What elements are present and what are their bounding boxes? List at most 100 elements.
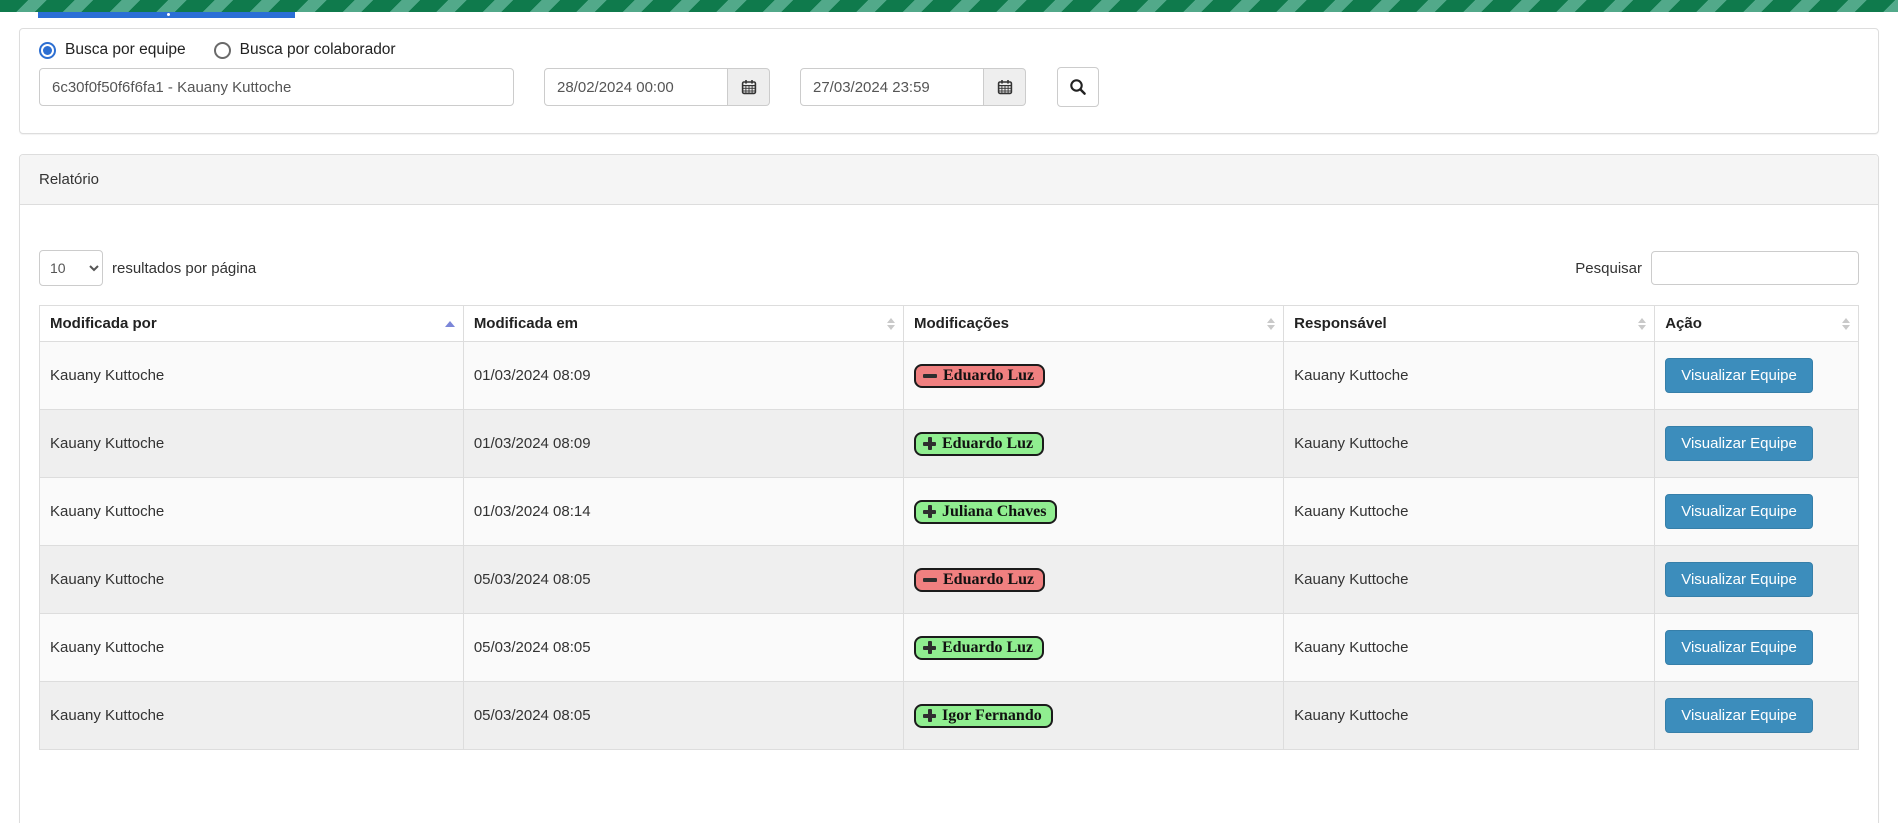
date-start-group: [544, 68, 770, 106]
responsible-value: Kauany Kuttoche: [1294, 435, 1409, 452]
cell-modificacoes: Eduardo Luz: [902, 613, 1285, 682]
cell-modificada-em: 01/03/2024 08:09: [462, 341, 905, 410]
cell-modificada-em: 05/03/2024 08:05: [462, 681, 905, 750]
modified-at-value: 01/03/2024 08:09: [473, 435, 591, 452]
modified-at-value: 05/03/2024 08:05: [473, 571, 591, 588]
cell-responsavel: Kauany Kuttoche: [1283, 681, 1656, 750]
plus-icon: [923, 641, 936, 654]
visualizar-equipe-button[interactable]: Visualizar Equipe: [1665, 494, 1813, 529]
date-start-calendar-button[interactable]: [728, 68, 770, 106]
modified-at-value: 01/03/2024 08:09: [473, 367, 591, 384]
table-controls-row: 10 resultados por página Pesquisar: [39, 250, 1859, 286]
cell-acao: Visualizar Equipe: [1654, 477, 1859, 546]
column-label: Modificações: [914, 315, 1010, 332]
change-name: Eduardo Luz: [943, 570, 1035, 588]
column-header-modificada-em[interactable]: Modificada em: [462, 305, 905, 342]
modified-by-value: Kauany Kuttoche: [50, 503, 165, 520]
change-badge: Eduardo Luz: [914, 567, 1046, 592]
cell-modificada-por: Kauany Kuttoche: [39, 409, 464, 478]
visualizar-equipe-button[interactable]: Visualizar Equipe: [1665, 426, 1813, 461]
table-row: Kauany Kuttoche 05/03/2024 08:05 Igor Fe…: [39, 681, 1859, 750]
change-badge: Eduardo Luz: [914, 635, 1045, 660]
radio-busca-por-colaborador[interactable]: Busca por colaborador: [213, 41, 396, 59]
modified-at-value: 01/03/2024 08:14: [473, 503, 591, 520]
page-content: Busca por equipe Busca por colaborador: [19, 28, 1879, 823]
plus-icon: [923, 437, 936, 450]
page-length-select[interactable]: 10: [39, 250, 103, 286]
report-panel-body: 10 resultados por página Pesquisar Modif…: [20, 205, 1878, 823]
responsible-value: Kauany Kuttoche: [1294, 639, 1409, 656]
change-name: Juliana Chaves: [942, 502, 1047, 520]
plus-icon: [923, 505, 936, 518]
search-panel: Busca por equipe Busca por colaborador: [19, 28, 1879, 134]
calendar-icon: [997, 80, 1012, 95]
modified-at-value: 05/03/2024 08:05: [473, 707, 591, 724]
visualizar-equipe-button[interactable]: Visualizar Equipe: [1665, 698, 1813, 733]
page-length-label: resultados por página: [112, 259, 257, 277]
visualizar-equipe-button[interactable]: Visualizar Equipe: [1665, 630, 1813, 665]
search-icon: [1070, 79, 1086, 95]
column-header-modificacoes[interactable]: Modificações: [902, 305, 1285, 342]
column-label: Modificada por: [50, 315, 157, 332]
report-table: Modificada por Modificada em Modificaçõe…: [39, 305, 1859, 750]
minus-icon: [923, 373, 937, 378]
modified-by-value: Kauany Kuttoche: [50, 435, 165, 452]
page-length-control: 10 resultados por página: [39, 250, 256, 286]
cell-modificada-em: 05/03/2024 08:05: [462, 545, 905, 614]
cell-acao: Visualizar Equipe: [1654, 341, 1859, 410]
cell-acao: Visualizar Equipe: [1654, 409, 1859, 478]
sort-both-icon: [1267, 317, 1276, 330]
cell-modificacoes: Eduardo Luz: [902, 545, 1285, 614]
cell-responsavel: Kauany Kuttoche: [1283, 341, 1656, 410]
sort-both-icon: [887, 317, 895, 330]
change-name: Eduardo Luz: [942, 638, 1034, 656]
search-button[interactable]: [1057, 67, 1099, 107]
report-panel-title: Relatório: [20, 155, 1878, 205]
calendar-icon: [741, 80, 756, 95]
radio-selected-icon[interactable]: [39, 41, 56, 59]
cell-responsavel: Kauany Kuttoche: [1283, 477, 1656, 546]
progress-bar: [38, 12, 295, 18]
visualizar-equipe-button[interactable]: Visualizar Equipe: [1665, 562, 1813, 597]
cell-modificacoes: Eduardo Luz: [902, 409, 1285, 478]
team-search-input[interactable]: [39, 68, 514, 106]
table-row: Kauany Kuttoche 05/03/2024 08:05 Eduardo…: [39, 545, 1859, 614]
column-label: Responsável: [1294, 315, 1387, 332]
visualizar-equipe-button[interactable]: Visualizar Equipe: [1665, 358, 1813, 393]
change-name: Eduardo Luz: [942, 434, 1034, 452]
change-name: Eduardo Luz: [943, 366, 1035, 384]
table-header-row: Modificada por Modificada em Modificaçõe…: [39, 305, 1859, 342]
table-row: Kauany Kuttoche 01/03/2024 08:09 Eduardo…: [39, 341, 1859, 410]
cell-responsavel: Kauany Kuttoche: [1283, 409, 1656, 478]
responsible-value: Kauany Kuttoche: [1294, 503, 1409, 520]
search-inputs-row: [39, 67, 1859, 107]
cell-responsavel: Kauany Kuttoche: [1283, 613, 1656, 682]
date-end-group: [800, 68, 1026, 106]
radio-busca-colaborador-label: Busca por colaborador: [239, 41, 396, 58]
cell-modificada-por: Kauany Kuttoche: [39, 545, 464, 614]
column-label: Ação: [1665, 315, 1702, 332]
cell-modificada-em: 01/03/2024 08:14: [462, 477, 905, 546]
column-header-responsavel[interactable]: Responsável: [1283, 305, 1656, 342]
top-striped-bar: [0, 0, 1898, 12]
minus-icon: [923, 577, 937, 582]
sort-both-icon: [1842, 317, 1850, 330]
change-name: Igor Fernando: [942, 706, 1042, 724]
radio-busca-por-equipe[interactable]: Busca por equipe: [39, 41, 186, 59]
column-header-modificada-por[interactable]: Modificada por: [39, 305, 464, 342]
table-filter-control: Pesquisar: [1575, 251, 1859, 285]
cell-modificada-em: 01/03/2024 08:09: [462, 409, 905, 478]
date-start-input[interactable]: [544, 68, 728, 106]
cell-acao: Visualizar Equipe: [1654, 613, 1859, 682]
cell-modificacoes: Igor Fernando: [902, 681, 1285, 750]
table-row: Kauany Kuttoche 01/03/2024 08:14 Juliana…: [39, 477, 1859, 546]
cell-modificada-por: Kauany Kuttoche: [39, 341, 464, 410]
table-filter-input[interactable]: [1651, 251, 1859, 285]
date-end-calendar-button[interactable]: [984, 68, 1026, 106]
radio-unselected-icon[interactable]: [213, 41, 231, 59]
date-end-input[interactable]: [800, 68, 984, 106]
cell-responsavel: Kauany Kuttoche: [1283, 545, 1656, 614]
plus-icon: [923, 709, 936, 722]
cell-modificada-por: Kauany Kuttoche: [39, 613, 464, 682]
column-header-acao[interactable]: Ação: [1654, 305, 1859, 342]
